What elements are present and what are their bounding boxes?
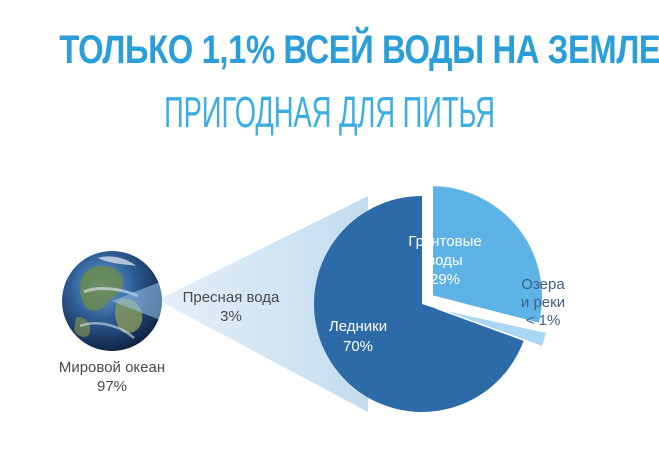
slice-lakes-rivers: [435, 307, 548, 348]
page-subtitle: ПРИГОДНАЯ ДЛЯ ПИТЬЯ: [164, 88, 495, 137]
label-glaciers: Ледники 70%: [329, 318, 387, 355]
earth-globe: [62, 251, 162, 351]
slice-groundwater: [430, 183, 545, 327]
slice-fresh-water: [112, 282, 163, 320]
label-fresh-water: Пресная вода 3%: [183, 289, 280, 325]
page-title: ТОЛЬКО 1,1% ВСЕЙ ВОДЫ НА ЗЕМЛЕ -: [59, 28, 659, 72]
funnel-connector: [158, 196, 368, 412]
slice-glaciers: [313, 196, 525, 412]
label-world-ocean: Мировой океан 97%: [59, 359, 165, 395]
label-groundwater: Грунтовые воды 29%: [408, 233, 481, 288]
label-lakes-rivers: Озера и реки < 1%: [521, 276, 565, 329]
